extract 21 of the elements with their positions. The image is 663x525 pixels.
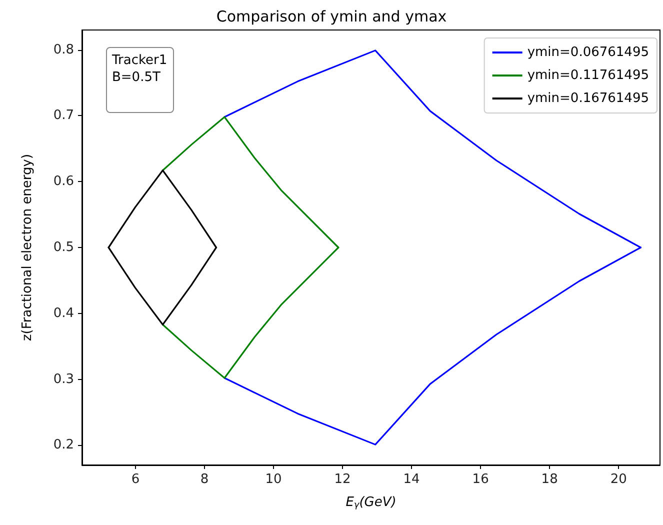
x-tick-label: 18 xyxy=(541,472,558,487)
y-tick-label: 0.7 xyxy=(53,108,74,124)
legend-label: ymin=0.06761495 xyxy=(527,45,649,60)
legend-label: ymin=0.16761495 xyxy=(527,91,649,106)
y-tick-label: 0.4 xyxy=(53,306,74,321)
x-tick-label: 14 xyxy=(403,472,420,487)
x-tick-label: 20 xyxy=(610,472,627,487)
y-tick-label: 0.2 xyxy=(53,438,74,453)
y-tick-label: 0.8 xyxy=(53,42,74,58)
annotation: Tracker1 B=0.5T xyxy=(106,47,174,113)
y-tick-label: 0.3 xyxy=(53,372,74,387)
x-tick-label: 8 xyxy=(200,472,209,487)
chart-title: Comparison of ymin and ymax xyxy=(216,8,447,26)
x-tick-label: 12 xyxy=(334,472,351,487)
x-tick-label: 10 xyxy=(265,472,282,487)
x-tick-label: 6 xyxy=(131,472,140,487)
y-tick-label: 0.6 xyxy=(53,174,74,190)
legend-label: ymin=0.11761495 xyxy=(527,68,649,83)
x-tick-label: 16 xyxy=(472,472,489,487)
y-tick-label: 0.5 xyxy=(53,240,74,255)
y-axis-title: z(Fractional electron energy) xyxy=(20,154,35,342)
